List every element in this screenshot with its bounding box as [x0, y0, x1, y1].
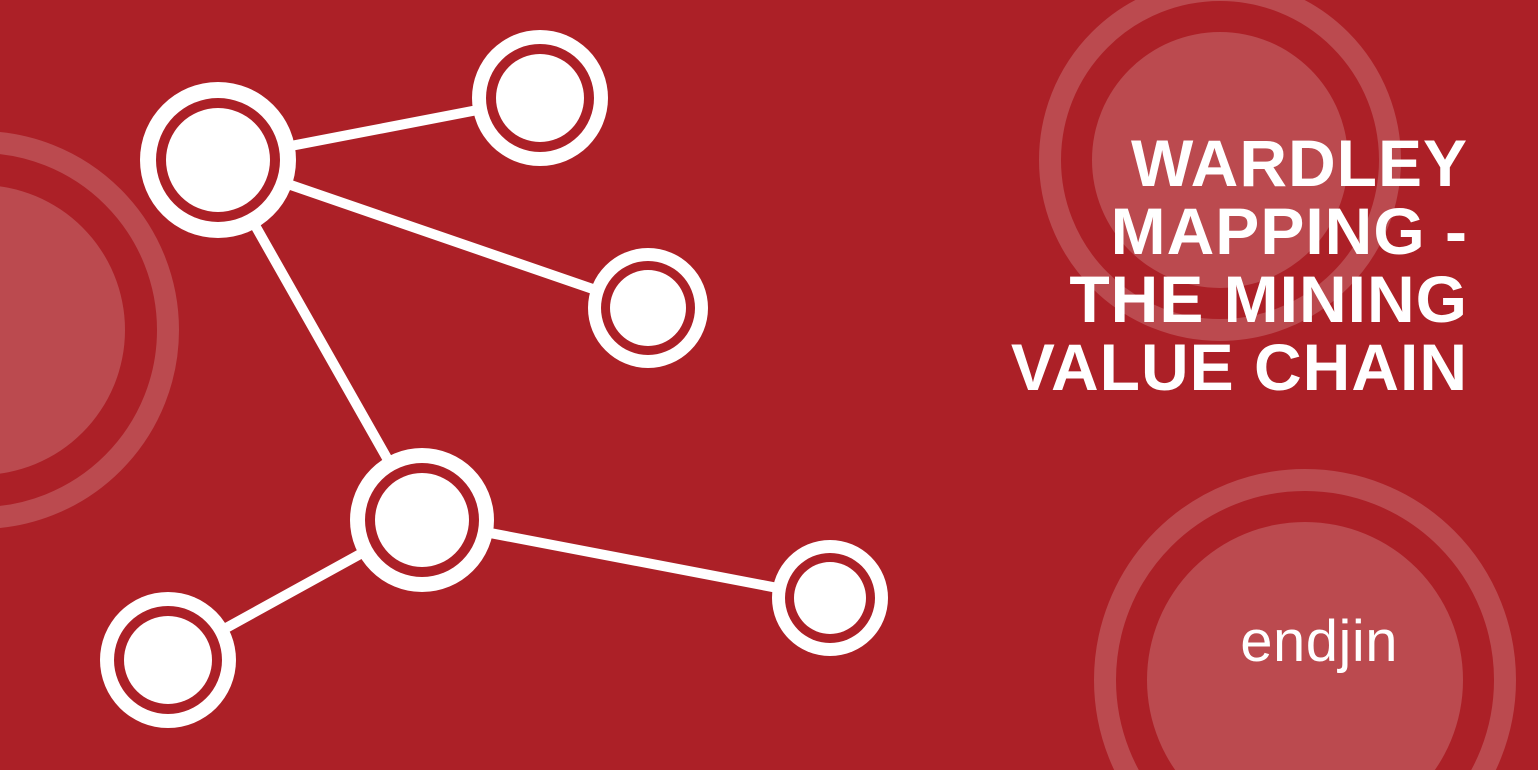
infographic-canvas: Wardley Mapping - The Mining Value Chain… [0, 0, 1538, 770]
title-line-3: The Mining [1011, 266, 1468, 334]
title-line-4: Value Chain [1011, 334, 1468, 402]
brand-logo-text: endjin [1240, 608, 1398, 675]
title-line-1: Wardley [1011, 130, 1468, 198]
title-line-2: Mapping - [1011, 198, 1468, 266]
title-block: Wardley Mapping - The Mining Value Chain [1011, 130, 1468, 402]
